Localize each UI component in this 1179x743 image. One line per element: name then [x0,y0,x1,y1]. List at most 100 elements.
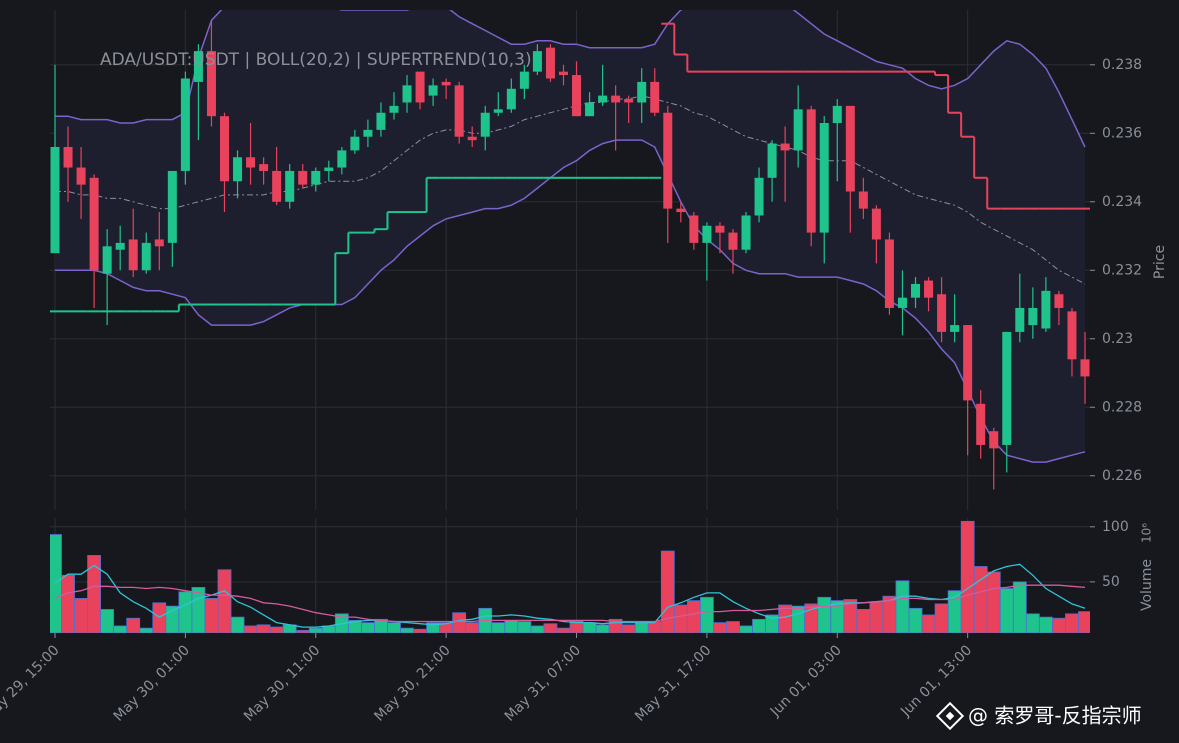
candle-body [50,146,60,254]
volume-bar [452,612,467,633]
volume-bar [308,627,323,633]
price-plot [50,10,1090,490]
volume-bar [556,627,571,633]
candle-body [832,105,842,124]
candle-body [193,51,203,82]
candle-body [793,109,803,151]
volume-bar [621,624,636,633]
volume-bar [1038,616,1053,633]
candle-body [650,81,660,113]
candle-body [76,167,86,185]
candle-body [976,403,986,445]
volume-ma [54,584,1086,623]
candle-body [376,112,386,130]
candle-body [128,239,138,271]
candle-body [467,136,477,141]
volume-plot [50,520,1090,633]
candle-body [532,51,542,72]
volume-bar [217,569,232,633]
candle-body [963,325,973,401]
y-tick-label: 100 [1102,519,1129,535]
candle-body [1054,294,1064,308]
volume-bar [113,625,128,633]
volume-bar [517,621,532,633]
candle-body [1080,359,1090,377]
candle-body [663,112,673,209]
volume-bar [713,622,727,633]
candle-body [1067,311,1077,360]
candle-body [598,95,608,103]
volume-ma [54,563,1086,628]
watermark: @ 索罗哥-反指宗师 [968,704,1142,728]
candle-body [637,81,647,103]
volume-bar [739,625,753,633]
candle-body [350,136,360,151]
volume-bar [361,622,375,633]
candle-body [937,294,947,332]
volume-bar [269,626,284,633]
candle-body [415,71,425,103]
candle-body [950,325,960,332]
volume-bar [139,627,154,633]
volume-bar [230,616,245,633]
candle-body [233,157,243,182]
volume-bar [921,614,936,633]
volume-bar [686,600,701,633]
volume-bar [387,622,401,633]
chart-title: ADA/USDT:USDT | BOLL(20,2) | SUPERTREND(… [100,50,532,70]
candle-body [102,246,112,274]
volume-bar [934,603,949,633]
volume-bar [1025,613,1040,633]
candle-body [545,47,555,79]
y-tick-label: 0.226 [1102,468,1142,484]
candle-body [585,102,595,117]
candle-body [506,88,516,110]
candle-body [572,75,582,117]
candle-body [558,71,568,76]
volume-bar [660,550,675,633]
volume-bar [1078,611,1090,633]
candle-body [819,123,829,233]
volume-bar [882,595,897,633]
candle-body [754,177,764,216]
volume-bar [295,629,310,633]
candle-body [1015,307,1025,332]
candle-body [285,170,295,202]
volume-scale-label: 10⁶ [1140,523,1154,543]
volume-bar [1012,581,1027,633]
candle-body [389,105,399,113]
candle-body [219,116,229,182]
candle-body [611,95,621,103]
candle-body [897,297,907,308]
volume-bar [999,588,1014,633]
volume-bar [100,609,115,633]
candle-body [519,71,529,89]
candle-body [624,99,634,103]
volume-bar [634,621,649,633]
volume-bar [491,622,506,633]
volume-bar [1052,617,1066,633]
candle-body [454,85,464,137]
volume-bar [1065,613,1079,633]
volume-bar [126,617,141,633]
volume-bar [61,574,75,633]
candle-body [741,215,751,250]
candle-body [89,177,99,271]
volume-bar [986,571,1001,633]
volume-bar [856,609,871,633]
candle-body [845,105,855,192]
candle-body [480,112,490,137]
candle-body [858,191,868,209]
candle-body [806,109,816,233]
volume-bar [178,591,193,633]
candle-body [259,164,269,171]
volume-bar [869,601,884,633]
candle-body [115,242,125,250]
volume-bar [960,520,975,633]
candle-body [428,85,438,96]
candle-body [728,232,738,250]
candle-body [206,51,216,117]
candle-body [884,239,894,308]
volume-bar [400,627,414,633]
